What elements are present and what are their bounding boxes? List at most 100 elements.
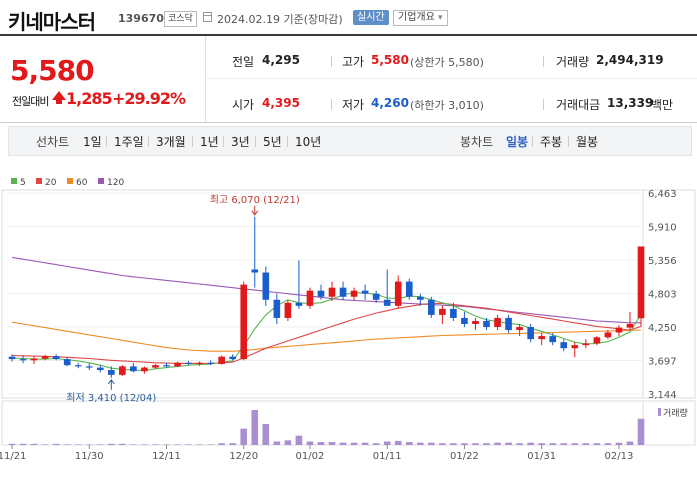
line-chart-label: 선차트 (36, 135, 70, 149)
change-percent: +29.92% (112, 89, 186, 108)
high-annotation: 최고 6,070 (12/21) (210, 194, 300, 206)
candle-body (8, 356, 16, 360)
candle-body (383, 299, 391, 306)
stock-name: 키네마스터 (8, 10, 96, 34)
ma120-line (11, 256, 641, 324)
legend-swatch-5 (11, 178, 17, 184)
candle-body (350, 290, 358, 297)
open-value: 4,395 (262, 96, 300, 110)
lower-limit-note: (하한가 3,010) (410, 99, 484, 112)
candle-body (339, 287, 347, 297)
candle-body (19, 359, 27, 361)
candle-body (273, 299, 281, 318)
period-1y[interactable]: 1년 (200, 135, 219, 149)
divider (331, 56, 332, 67)
legend-label-60: 60 (76, 178, 88, 188)
period-1d[interactable]: 1일 (83, 135, 102, 149)
prev-close-value: 4,295 (262, 53, 300, 67)
candle-body (174, 362, 181, 367)
stock-chart[interactable]: 5 20 60 120 최고 6,070 (12/21) 최저 3,410 (12/04… (0, 160, 697, 478)
volume-legend-label: 거래량 (663, 407, 688, 419)
low-label: 저가 (342, 98, 365, 112)
volume-bar (141, 444, 148, 445)
stock-code: 139670 (118, 12, 164, 25)
candle-body (306, 290, 314, 306)
period-5y[interactable]: 5년 (263, 135, 282, 149)
volume-bar (483, 443, 490, 445)
volume-bar (317, 442, 325, 445)
candle-body (152, 365, 159, 368)
divider (148, 136, 149, 147)
chart-toolbar (8, 126, 692, 156)
divider (192, 136, 193, 147)
volume-label: 거래량 (556, 55, 590, 69)
row-divider (205, 78, 697, 79)
legend-swatch-60 (67, 178, 73, 184)
volume-bar (461, 443, 468, 445)
candle-body (295, 302, 303, 306)
volume-bar (19, 443, 27, 445)
x-tick-label: 11/21 (0, 451, 26, 462)
candle-body (96, 367, 104, 371)
candle-body (240, 284, 248, 360)
candle-body (372, 293, 380, 300)
realtime-button[interactable]: 실시간 (353, 10, 389, 25)
volume-bar (251, 410, 259, 445)
volume-bar (306, 441, 314, 445)
candle-body (516, 327, 523, 331)
change-label: 전일대비 (12, 95, 49, 108)
candle-body (196, 362, 203, 364)
volume-bar (52, 443, 60, 445)
y-tick-label: 5,910 (648, 223, 677, 234)
candle-body (163, 365, 170, 367)
candle-weekly[interactable]: 주봉 (540, 135, 563, 149)
candle-body (604, 332, 612, 338)
volume-bar (505, 442, 512, 445)
x-tick-label: 12/11 (152, 451, 181, 462)
volume-bar (74, 444, 82, 445)
period-3m[interactable]: 3개월 (156, 135, 186, 149)
divider (106, 136, 107, 147)
ma5-line (11, 291, 642, 372)
volume-bar (229, 443, 237, 445)
volume-bar (450, 443, 457, 445)
candle-body (108, 370, 115, 375)
high-label: 고가 (342, 55, 365, 69)
low-value: 4,260 (371, 96, 409, 110)
volume-bar (527, 442, 534, 445)
volume-bar (207, 444, 214, 445)
candle-body (262, 272, 270, 300)
volume-bar (295, 435, 303, 445)
candle-monthly[interactable]: 월봉 (576, 135, 599, 149)
calendar-icon (203, 12, 212, 22)
period-1w[interactable]: 1주일 (114, 135, 144, 149)
candle-body (571, 345, 579, 349)
candle-body (63, 359, 71, 366)
candle-body (41, 356, 49, 359)
volume-bar (218, 443, 225, 445)
volume-bar (428, 442, 435, 445)
candle-body (483, 320, 490, 328)
divider (543, 99, 544, 110)
current-price: 5,580 (10, 54, 95, 87)
company-info-button[interactable]: 기업개요 ▾ (393, 10, 448, 26)
period-10y[interactable]: 10년 (295, 135, 322, 149)
legend-swatch-120 (98, 178, 104, 184)
volume-legend-swatch (658, 408, 661, 416)
volume-bar (615, 442, 623, 445)
volume-bar (582, 443, 590, 445)
volume-bar (30, 443, 38, 445)
price-plot-frame (1, 189, 696, 399)
candle-body (207, 362, 214, 364)
candle-body (30, 358, 38, 361)
candle-daily[interactable]: 일봉 (506, 135, 529, 149)
ma60-line (11, 321, 642, 352)
volume-bar (96, 444, 104, 445)
volume-bar (637, 418, 645, 445)
volume-bar (85, 444, 93, 445)
candle-body (130, 366, 137, 372)
candle-body (185, 362, 192, 364)
period-3y[interactable]: 3년 (231, 135, 250, 149)
candle-body (119, 366, 126, 375)
price-panel (0, 36, 206, 122)
